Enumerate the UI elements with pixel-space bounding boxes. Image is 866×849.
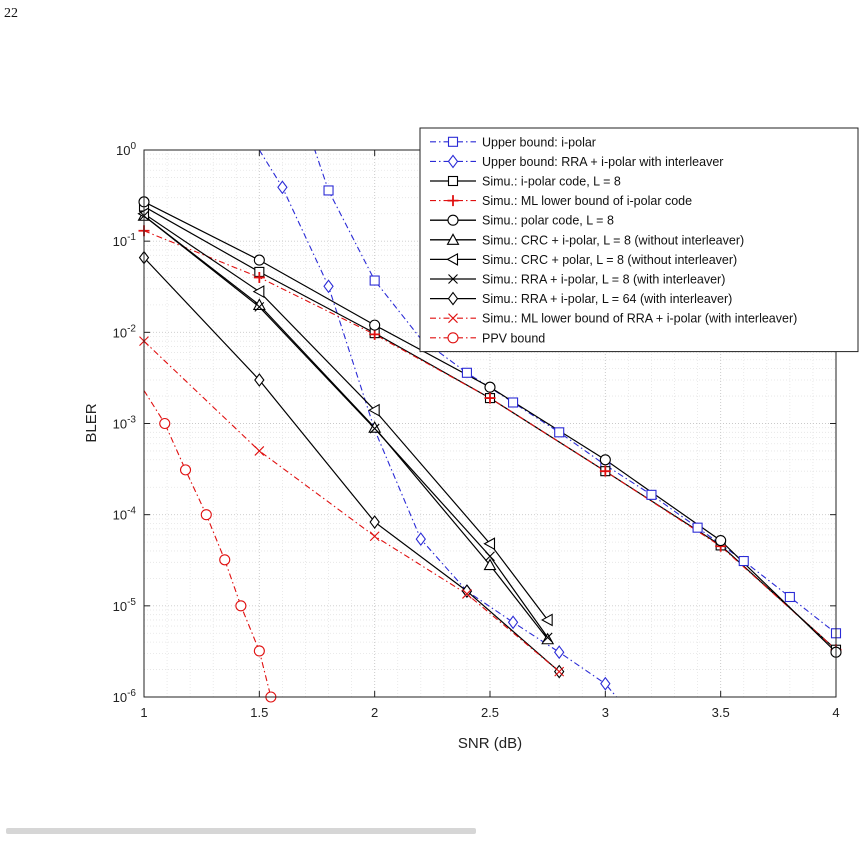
legend-entry-label: Simu.: RRA + i-polar, L = 8 (with interl… (482, 273, 725, 287)
series-point-9 (554, 666, 565, 677)
series-point-0 (784, 591, 795, 603)
series-point-5 (368, 421, 382, 433)
series-point-0 (323, 185, 334, 196)
series-point-10 (200, 509, 212, 521)
legend-marker (447, 291, 459, 306)
series-point-0 (554, 427, 565, 438)
series-point-3 (484, 392, 496, 404)
legend-entry-label: Upper bound: RRA + i-polar with interlea… (482, 155, 723, 169)
series-point-10 (179, 464, 192, 476)
legend-entry-label: Upper bound: i-polar (482, 135, 596, 149)
series-point-1 (600, 676, 611, 691)
legend-entry-label: Simu.: ML lower bound of RRA + i-polar (… (482, 312, 797, 326)
legend-marker (447, 154, 459, 169)
x-tick-label: 1 (140, 705, 147, 720)
legend-marker (447, 332, 459, 344)
y-tick-label: 10-3 (113, 415, 137, 432)
y-tick-label: 10-6 (113, 688, 137, 705)
x-axis-title: SNR (dB) (458, 735, 522, 752)
y-axis-title: BLER (83, 403, 100, 442)
series-point-7 (369, 423, 380, 434)
legend-marker (446, 233, 460, 245)
series-point-1 (554, 645, 565, 660)
series-point-0 (369, 275, 380, 286)
series-point-0 (692, 522, 703, 533)
legend: Upper bound: i-polar Upper bound: RRA + i… (419, 127, 859, 353)
legend-marker (447, 214, 459, 226)
series-point-4 (599, 454, 611, 466)
legend-entry-label: PPV bound (482, 331, 545, 345)
caption-placeholder (6, 824, 506, 838)
x-tick-label: 3.5 (712, 705, 730, 720)
series-point-1 (277, 180, 288, 195)
series-point-7 (485, 551, 495, 562)
x-tick-label: 4 (832, 705, 839, 720)
series-point-7 (542, 632, 553, 643)
y-tick-label: 10-2 (113, 323, 137, 340)
legend-entry-label: Simu.: RRA + i-polar, L = 64 (with inter… (482, 292, 732, 306)
series-point-4 (369, 319, 381, 331)
series-point-10 (235, 600, 247, 612)
series-point-3 (253, 271, 265, 283)
series-point-8 (369, 515, 380, 529)
legend-marker (447, 195, 459, 207)
series-point-8 (461, 584, 473, 599)
series-point-10 (159, 417, 171, 430)
series-point-7 (254, 302, 265, 312)
x-tick-label: 2 (371, 705, 378, 720)
series-point-0 (646, 489, 657, 500)
legend-entry-label: Simu.: polar code, L = 8 (482, 214, 614, 228)
y-tick-label: 100 (116, 141, 136, 158)
series-point-6 (252, 285, 265, 298)
series-line-10 (144, 390, 272, 697)
series-point-0 (461, 367, 472, 378)
series-point-5 (541, 632, 555, 645)
marker-layer (137, 180, 842, 703)
x-tick-label: 2.5 (481, 705, 499, 720)
y-ticks: 10-6 10-5 10-4 10-3 10-2 10-1 100 (113, 141, 836, 705)
series-point-9 (369, 531, 380, 542)
series-point-3 (369, 328, 381, 340)
legend-marker (447, 175, 459, 187)
series-point-4 (253, 254, 265, 266)
series-point-3 (599, 465, 611, 477)
series-point-10 (253, 645, 265, 657)
series-point-10 (219, 554, 231, 566)
series-point-6 (368, 403, 380, 417)
series-point-8 (254, 373, 265, 387)
legend-marker (446, 252, 459, 266)
series-line-1 (258, 150, 618, 697)
caption-line (6, 828, 476, 834)
series-point-4 (484, 381, 496, 393)
series-point-1 (323, 279, 334, 294)
x-ticks: 1 1.5 2 2.5 3 3.5 4 (140, 150, 840, 720)
legend-marker (448, 274, 458, 284)
page-number: 22 (4, 6, 18, 21)
series-point-0 (738, 555, 749, 567)
legend-marker (447, 136, 459, 147)
series-point-0 (508, 397, 519, 408)
legend-entry-label: Simu.: i-polar code, L = 8 (482, 175, 621, 189)
series-point-5 (483, 558, 497, 571)
series-point-4 (715, 535, 727, 547)
legend-marker (448, 313, 458, 324)
legend-entry-label: Simu.: ML lower bound of i-polar code (482, 194, 692, 208)
x-tick-label: 3 (602, 705, 609, 720)
y-tick-label: 10-1 (113, 232, 137, 249)
legend-entry-label: Simu.: CRC + polar, L = 8 (without inter… (482, 253, 737, 267)
x-tick-label: 1.5 (250, 705, 268, 720)
series-point-6 (541, 613, 553, 627)
y-tick-label: 10-4 (113, 506, 137, 523)
series-point-6 (483, 537, 496, 551)
y-tick-label: 10-5 (113, 597, 137, 614)
series-point-9 (462, 589, 472, 599)
series-point-9 (254, 446, 265, 456)
series-point-1 (507, 615, 519, 630)
legend-box (419, 127, 859, 353)
series-point-1 (415, 532, 426, 546)
legend-entry-label: Simu.: CRC + i-polar, L = 8 (without int… (482, 233, 744, 247)
